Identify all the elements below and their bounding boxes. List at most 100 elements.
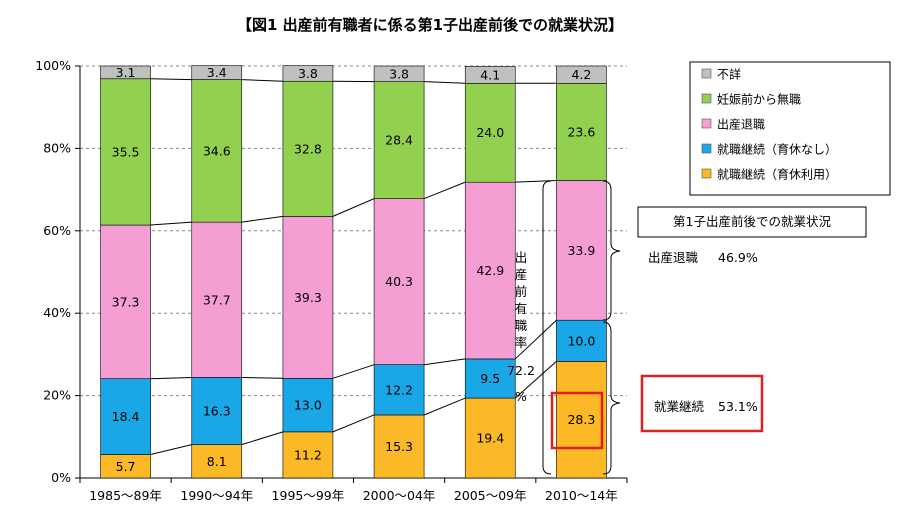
value-label: 12.2 — [385, 382, 413, 397]
x-tick-label: 2010～14年 — [545, 488, 618, 503]
bar-segment — [282, 431, 334, 479]
x-tick-label: 2000～04年 — [363, 488, 436, 503]
value-label: 3.8 — [389, 66, 409, 81]
bar-segment — [464, 66, 516, 84]
value-label: 3.4 — [207, 65, 227, 80]
vertical-label-char: 産 — [515, 267, 528, 282]
connector-line — [100, 180, 607, 226]
bar-segment — [556, 83, 607, 181]
legend-label: 不詳 — [717, 67, 741, 82]
continue-label: 就業継続 — [654, 399, 705, 414]
bar-segment — [191, 221, 243, 378]
value-label: 35.5 — [112, 144, 140, 159]
bar-segment — [191, 65, 243, 80]
y-tick-label: 20% — [43, 388, 71, 403]
legend-swatch — [701, 118, 712, 129]
y-tick-label: 0% — [51, 470, 71, 485]
bar-segment — [191, 444, 243, 479]
bar-segment — [556, 319, 607, 362]
value-label: 3.1 — [116, 65, 136, 80]
value-label: 3.8 — [298, 66, 318, 81]
value-label: 4.2 — [571, 67, 591, 82]
value-label: 23.6 — [567, 124, 595, 139]
highlight-frame-bar — [550, 391, 604, 450]
x-tick-label: 1985～89年 — [89, 488, 162, 503]
bar-segment — [282, 377, 334, 433]
x-tick-label: 1990～94年 — [180, 488, 253, 503]
grid-lines — [80, 65, 627, 479]
x-tick-label: 1995～99年 — [272, 488, 345, 503]
value-label: 24.0 — [476, 125, 504, 140]
highlight-frame-continue — [640, 374, 764, 433]
bar-segment — [100, 78, 151, 226]
legend-label: 出産退職 — [717, 117, 765, 132]
vertical-label-char: 職 — [515, 318, 528, 333]
value-label: 32.8 — [294, 141, 322, 156]
annotation-box-frame — [637, 206, 867, 238]
vertical-label-char: 出 — [515, 250, 528, 265]
legend-swatch — [701, 143, 712, 154]
value-label: 5.7 — [116, 459, 136, 474]
bracket-continue — [602, 321, 621, 475]
bar-segment — [282, 80, 334, 217]
bar-segment — [373, 65, 425, 82]
value-label: 28.3 — [567, 412, 595, 427]
bar-segment — [373, 364, 425, 416]
retire-label: 出産退職 — [648, 250, 699, 265]
value-label: 28.4 — [385, 133, 413, 148]
connector-line — [100, 360, 607, 456]
connector-line — [100, 78, 607, 84]
bar-segment — [191, 79, 243, 223]
bracket-retire — [602, 180, 621, 321]
x-axis-ticks: 1985～89年 1990～94年 1995～99年 2000～04年 2005～09年… — [79, 478, 628, 503]
bar-segment — [373, 81, 425, 199]
y-tick-label: 60% — [43, 223, 71, 238]
bar-segment — [556, 361, 607, 479]
bar-segment — [373, 198, 425, 365]
retire-value: 46.9% — [718, 250, 758, 265]
bar-segment — [282, 65, 334, 82]
y-tick-label: 100% — [35, 58, 71, 73]
prework-rate-value: 72.2 — [507, 363, 535, 378]
vertical-label-char: 率 — [515, 335, 528, 350]
annotation-box-title: 第1子出産前後での就業状況 — [673, 214, 831, 229]
value-label: 10.0 — [567, 333, 595, 348]
legend-label: 就職継続（育休利用） — [717, 167, 837, 182]
value-label: 8.1 — [207, 454, 227, 469]
y-tick-label: 40% — [43, 305, 71, 320]
vertical-label-char: 有 — [515, 301, 528, 316]
value-label: 16.3 — [203, 404, 231, 419]
x-tick-label: 2005～09年 — [454, 488, 527, 503]
connector-line — [100, 319, 607, 380]
prework-rate-unit: % — [515, 389, 527, 404]
value-label: 4.1 — [480, 67, 500, 82]
value-label: 19.4 — [476, 431, 504, 446]
bracket-annotations: 第1子出産前後での就業状況 出産退職 46.9% 就業継続 53.1% — [542, 180, 867, 475]
vertical-label-char: 前 — [515, 284, 528, 299]
continue-value: 53.1% — [718, 399, 758, 414]
value-label: 37.3 — [112, 294, 140, 309]
connector-lines — [100, 78, 607, 456]
bars: 5.7 18.4 37.3 35.5 3.1 8.1 16.3 37.7 34.6 3.4 11.2… — [100, 65, 607, 479]
legend-swatch — [701, 93, 712, 104]
bar-segment — [556, 180, 607, 321]
bar-segment — [373, 414, 425, 479]
legend-swatch — [701, 68, 712, 79]
bar-segment — [282, 216, 334, 379]
legend-frame — [689, 61, 891, 196]
value-label: 13.0 — [294, 398, 322, 413]
bar-segment — [100, 65, 151, 80]
value-label: 15.3 — [385, 439, 413, 454]
value-label: 18.4 — [112, 409, 140, 424]
legend-label: 就職継続（育休なし） — [717, 142, 837, 157]
legend-swatch — [701, 168, 712, 179]
bracket-outer-left — [542, 180, 552, 475]
value-label: 42.9 — [476, 263, 504, 278]
bar-segment — [464, 83, 516, 183]
chart-title: 【図1 出産前有職者に係る第1子出産前後での就業状況】 — [237, 16, 623, 34]
value-label: 39.3 — [294, 290, 322, 305]
value-label: 37.7 — [203, 292, 231, 307]
